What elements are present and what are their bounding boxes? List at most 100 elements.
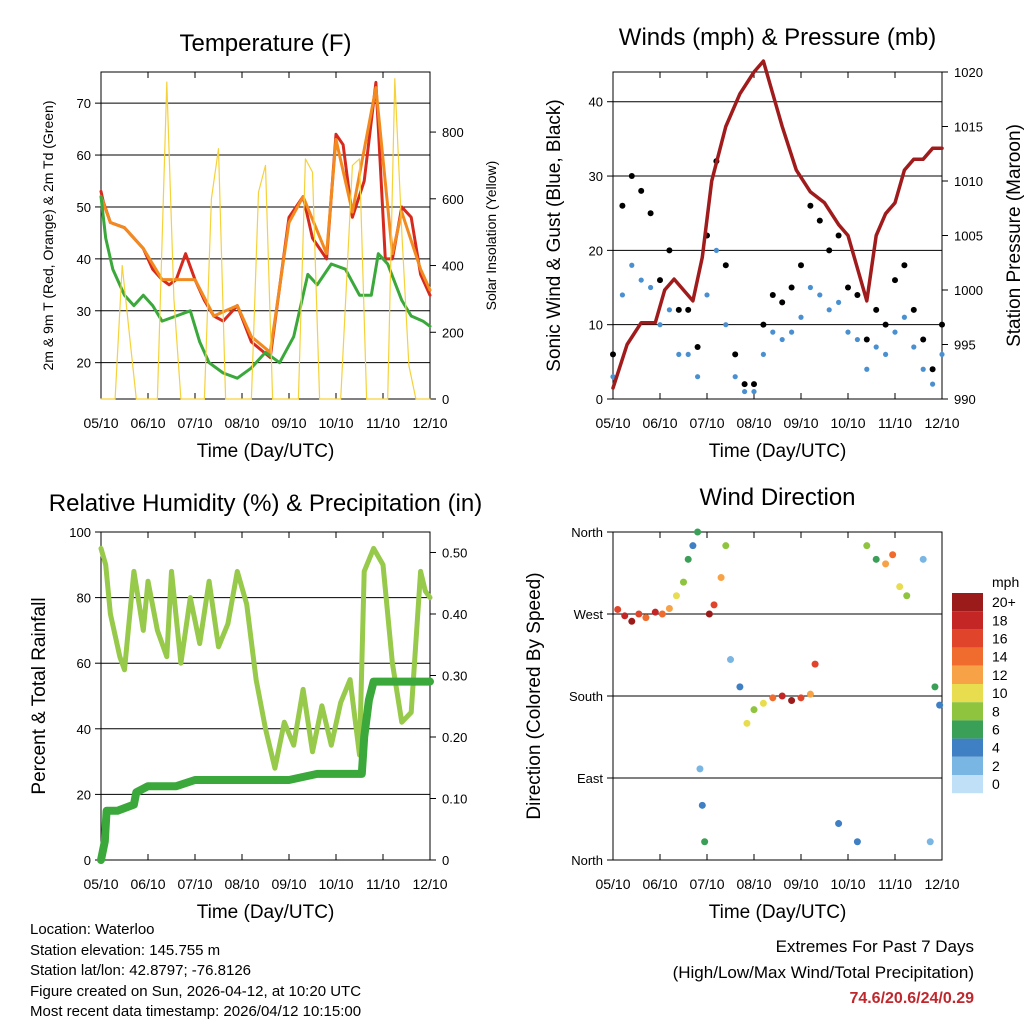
wind-point-gust	[619, 202, 626, 209]
temp-ytick-label: 20	[77, 356, 91, 371]
wind-point-sonic-wind	[629, 262, 635, 268]
temp-line-2m-t	[99, 80, 432, 359]
wind-ytick-label: 40	[589, 95, 603, 110]
wind-xtick-label: 05/10	[595, 415, 630, 431]
wind-point-sonic-wind	[789, 329, 795, 335]
temp-line-2m-td	[99, 195, 432, 380]
wdir-point	[797, 694, 805, 702]
wind-point-gust	[732, 351, 739, 358]
wdir-point	[788, 697, 796, 705]
wdir-point	[863, 542, 871, 550]
temp-y2tick-label: 200	[442, 325, 464, 340]
wdir-ytick-label: North	[571, 525, 603, 540]
wind-point-sonic-wind	[817, 292, 823, 298]
wdir-point	[680, 578, 687, 586]
wdir-point	[889, 551, 897, 559]
wind-point-sonic-wind	[826, 307, 832, 313]
wdir-point	[931, 683, 939, 691]
wdir-point	[642, 614, 650, 622]
rh-y2tick-label: 0.30	[442, 668, 467, 683]
wind-point-gust	[845, 284, 851, 291]
rh-ytick-label: 20	[77, 787, 91, 802]
wdir-point	[926, 838, 934, 846]
wdir-xtick-label: 06/10	[642, 876, 677, 892]
wind-point-gust	[910, 306, 917, 313]
wind-series-sonic-wind	[610, 247, 945, 395]
wdir-point	[896, 583, 904, 591]
wdir-xlabel: Time (Day/UTC)	[709, 902, 847, 923]
wind-point-sonic-wind	[751, 388, 757, 395]
rh-xtick-label: 07/10	[177, 876, 212, 892]
wdir-legend-label: 6	[992, 722, 1000, 738]
wind-point-gust	[722, 262, 729, 269]
rh-line-relative-humidity	[98, 545, 433, 771]
wdir-legend-swatch	[952, 756, 983, 775]
temp-xtick-label: 08/10	[224, 415, 259, 431]
wdir-legend-label: 2	[992, 758, 1000, 774]
wdir-point	[727, 656, 734, 664]
wind-point-gust	[939, 321, 945, 328]
extremes-block: Extremes For Past 7 Days (High/Low/Max W…	[673, 934, 974, 1012]
wind-point-sonic-wind	[648, 284, 654, 291]
wind-y2tick-label: 1015	[954, 120, 983, 135]
wind-point-gust	[638, 187, 645, 194]
wind-point-sonic-wind	[695, 374, 701, 380]
wdir-xtick-label: 11/10	[878, 876, 912, 892]
wind-point-gust	[741, 381, 748, 388]
wind-point-sonic-wind	[657, 322, 663, 328]
temp-ytick-label: 30	[77, 304, 91, 319]
temp-ytick-label: 70	[77, 96, 91, 111]
wdir-point	[903, 592, 911, 600]
wdir-point	[743, 719, 751, 727]
wind-point-sonic-wind	[883, 351, 889, 358]
temp-xtick-label: 06/10	[130, 415, 165, 431]
wind-point-sonic-wind	[911, 344, 917, 350]
wind-y2tick-label: 1010	[954, 174, 983, 189]
wdir-point	[722, 542, 730, 550]
wind-point-gust	[816, 217, 823, 224]
wind-point-sonic-wind	[873, 344, 879, 350]
wdir-legend-label: 12	[992, 667, 1008, 683]
temp-frame	[100, 71, 431, 400]
wdir-point	[811, 660, 819, 668]
wind-xlabel: Time (Day/UTC)	[709, 441, 847, 462]
wdir-legend-label: 18	[992, 612, 1008, 628]
wdir-point	[717, 574, 725, 582]
wind-point-sonic-wind	[704, 292, 710, 298]
wind-y2label: Station Pressure (Maroon)	[1004, 124, 1024, 347]
rh-ytick-label: 40	[77, 722, 91, 737]
wind-series-gust	[610, 158, 945, 388]
wdir-point	[696, 765, 704, 773]
wind-xtick-label: 11/10	[878, 415, 912, 431]
wdir-point	[936, 701, 944, 709]
temp-y2tick-label: 0	[442, 392, 449, 407]
wind-point-gust	[920, 336, 927, 343]
rh-y2tick-label: 0	[442, 853, 449, 868]
wdir-legend-swatch	[952, 611, 983, 630]
recent-text: Most recent data timestamp: 2026/04/12 1…	[30, 1003, 362, 1020]
wind-point-sonic-wind	[854, 336, 861, 343]
rh-ylabel: Percent & Total Rainfall	[29, 597, 50, 794]
wind-point-sonic-wind	[901, 314, 908, 320]
temp-ylabel: 2m & 9m T (Red, Orange) & 2m Td (Green)	[40, 101, 56, 371]
wdir-point	[736, 683, 744, 691]
wdir-legend-swatch	[952, 629, 983, 648]
wdir-xtick-label: 08/10	[736, 876, 771, 892]
wind-point-sonic-wind	[779, 336, 785, 343]
wind-point-gust	[694, 343, 701, 350]
wdir-legend-label: 10	[992, 685, 1008, 701]
temp-y2tick-label: 400	[442, 259, 464, 274]
wind-point-sonic-wind	[723, 322, 729, 328]
wdir-points	[614, 528, 944, 846]
wind-point-sonic-wind	[864, 366, 870, 372]
rh-xtick-label: 05/10	[83, 876, 118, 892]
wdir-xtick-label: 07/10	[689, 876, 724, 892]
rh-xtick-label: 12/10	[412, 876, 447, 892]
wind-y2tick-label: 1000	[954, 283, 983, 298]
wdir-legend-swatch	[952, 665, 983, 684]
wind-xtick-label: 09/10	[783, 415, 818, 431]
wind-point-sonic-wind	[685, 351, 691, 358]
wdir-point	[806, 690, 814, 698]
rh-line-total-precipitation	[97, 677, 434, 864]
wind-point-gust	[610, 351, 616, 358]
